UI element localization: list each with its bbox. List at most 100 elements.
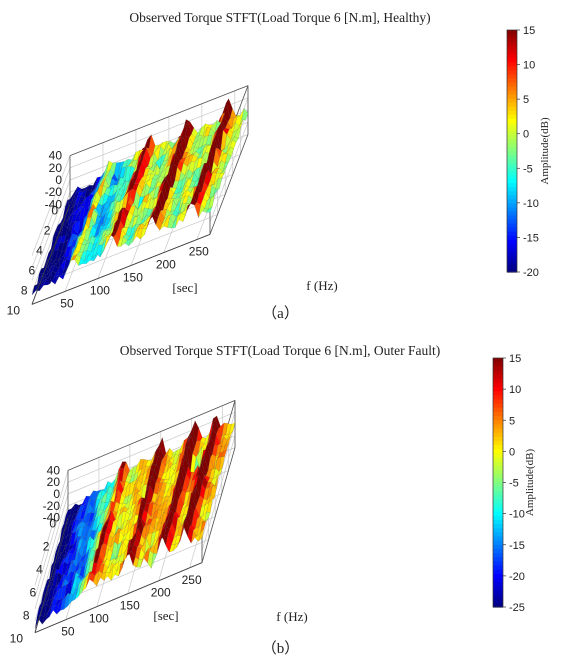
surface-patch <box>158 210 165 225</box>
surface-patch <box>186 186 194 193</box>
surface-patch <box>225 423 232 435</box>
surface-patch <box>141 470 148 485</box>
colorbar-segment <box>507 62 517 67</box>
colorbar-segment <box>507 219 517 225</box>
colorbar-segment <box>507 54 517 59</box>
colorbar-tick-label: -5 <box>509 478 519 490</box>
colorbar-segment <box>507 159 517 164</box>
colorbar-segment <box>507 243 517 249</box>
time-axis-label: [sec] <box>153 608 178 623</box>
colorbar-segment <box>507 239 517 245</box>
surface-patch <box>63 258 71 271</box>
surface-patch <box>114 468 121 487</box>
surface-patch <box>152 174 159 181</box>
caption-b: （b） <box>261 641 300 657</box>
colorbar-segment <box>507 142 517 148</box>
surface-patch <box>96 570 103 587</box>
surface-patch <box>165 499 172 511</box>
colorbar-tick-label: -10 <box>509 509 525 521</box>
surface-patch <box>146 212 153 229</box>
colorbar-segment <box>493 557 503 562</box>
colorbar-tick-label: 10 <box>509 384 521 396</box>
colorbar-segment <box>493 465 503 471</box>
colorbar-segment <box>493 577 503 583</box>
colorbar-segment <box>493 416 503 421</box>
colorbar-segment <box>507 94 517 100</box>
grid-line <box>34 493 69 610</box>
surface-patch <box>183 155 190 167</box>
surface-patch <box>145 166 153 169</box>
surface-patch <box>167 216 174 229</box>
surface-patch <box>102 234 110 245</box>
surface-patch <box>70 213 78 223</box>
surface-patch <box>198 516 205 528</box>
surface-patch <box>183 119 191 129</box>
colorbar-segment <box>507 199 517 205</box>
colorbar-label: Amplitude(dB) <box>524 449 536 517</box>
colorbar-segment <box>493 536 503 542</box>
grid-line <box>34 482 69 598</box>
colorbar-segment <box>507 211 517 217</box>
surface-patch <box>168 152 176 160</box>
colorbar-segment <box>507 191 517 196</box>
colorbar-segment <box>493 432 503 438</box>
surface-patch <box>150 503 157 517</box>
time-tick-label: 0 <box>49 517 56 531</box>
surface-patch <box>71 186 78 204</box>
grid-line <box>69 97 249 169</box>
colorbar-segment <box>507 267 517 273</box>
surface-patch <box>92 244 99 258</box>
colorbar-segment <box>493 420 503 425</box>
colorbar-segment <box>493 582 503 587</box>
surface-patch <box>84 188 91 199</box>
surface-patch <box>75 241 82 253</box>
surface-patch <box>170 463 177 472</box>
surface-patch <box>161 512 168 524</box>
surface-patch <box>129 535 136 548</box>
colorbar-segment <box>493 374 503 380</box>
colorbar-segment <box>493 461 503 467</box>
surface-patch <box>86 530 93 543</box>
axis-edge <box>201 447 236 563</box>
surface-patch <box>144 134 152 149</box>
surface-patch <box>68 245 76 257</box>
surface-patch <box>158 447 165 461</box>
colorbar-segment <box>493 507 503 513</box>
colorbar-tick-label: -5 <box>523 163 533 175</box>
surface-patch <box>163 448 170 458</box>
surface-patch <box>125 159 133 168</box>
surface-patch <box>173 213 181 224</box>
colorbar-segment <box>493 503 503 508</box>
surface-patch <box>199 504 206 517</box>
surface-patch <box>127 171 135 186</box>
surface-patch <box>54 599 62 606</box>
surface-patch <box>64 222 72 236</box>
colorbar-segment <box>507 134 517 140</box>
surface-patch <box>149 177 157 189</box>
surface-patch <box>85 549 92 566</box>
surface-patch <box>199 143 207 155</box>
colorbar-tick-label: 5 <box>523 94 529 106</box>
time-tick-label: 0 <box>51 203 58 217</box>
surface-patch <box>183 491 190 505</box>
surface-patch <box>151 469 158 483</box>
surface-patch <box>100 185 108 198</box>
surface-patch <box>82 185 90 192</box>
surface-patch <box>209 467 216 479</box>
surface-patch <box>214 415 221 429</box>
surface-patch <box>141 459 149 469</box>
colorbar-segment <box>507 70 517 75</box>
colorbar-tick-label: 15 <box>509 353 521 365</box>
time-tick-label: 2 <box>44 223 51 237</box>
colorbar-segment <box>493 445 503 450</box>
colorbar-segment <box>493 457 503 463</box>
surface-patch <box>229 108 237 119</box>
stft-surface <box>31 98 249 296</box>
caption-a: （a） <box>262 306 299 322</box>
surface-patch <box>109 191 117 204</box>
colorbar-segment <box>507 66 517 71</box>
surface-patch <box>103 236 111 251</box>
colorbar-segment <box>493 569 503 575</box>
grid-line <box>31 192 71 293</box>
axis-edge <box>67 400 236 471</box>
